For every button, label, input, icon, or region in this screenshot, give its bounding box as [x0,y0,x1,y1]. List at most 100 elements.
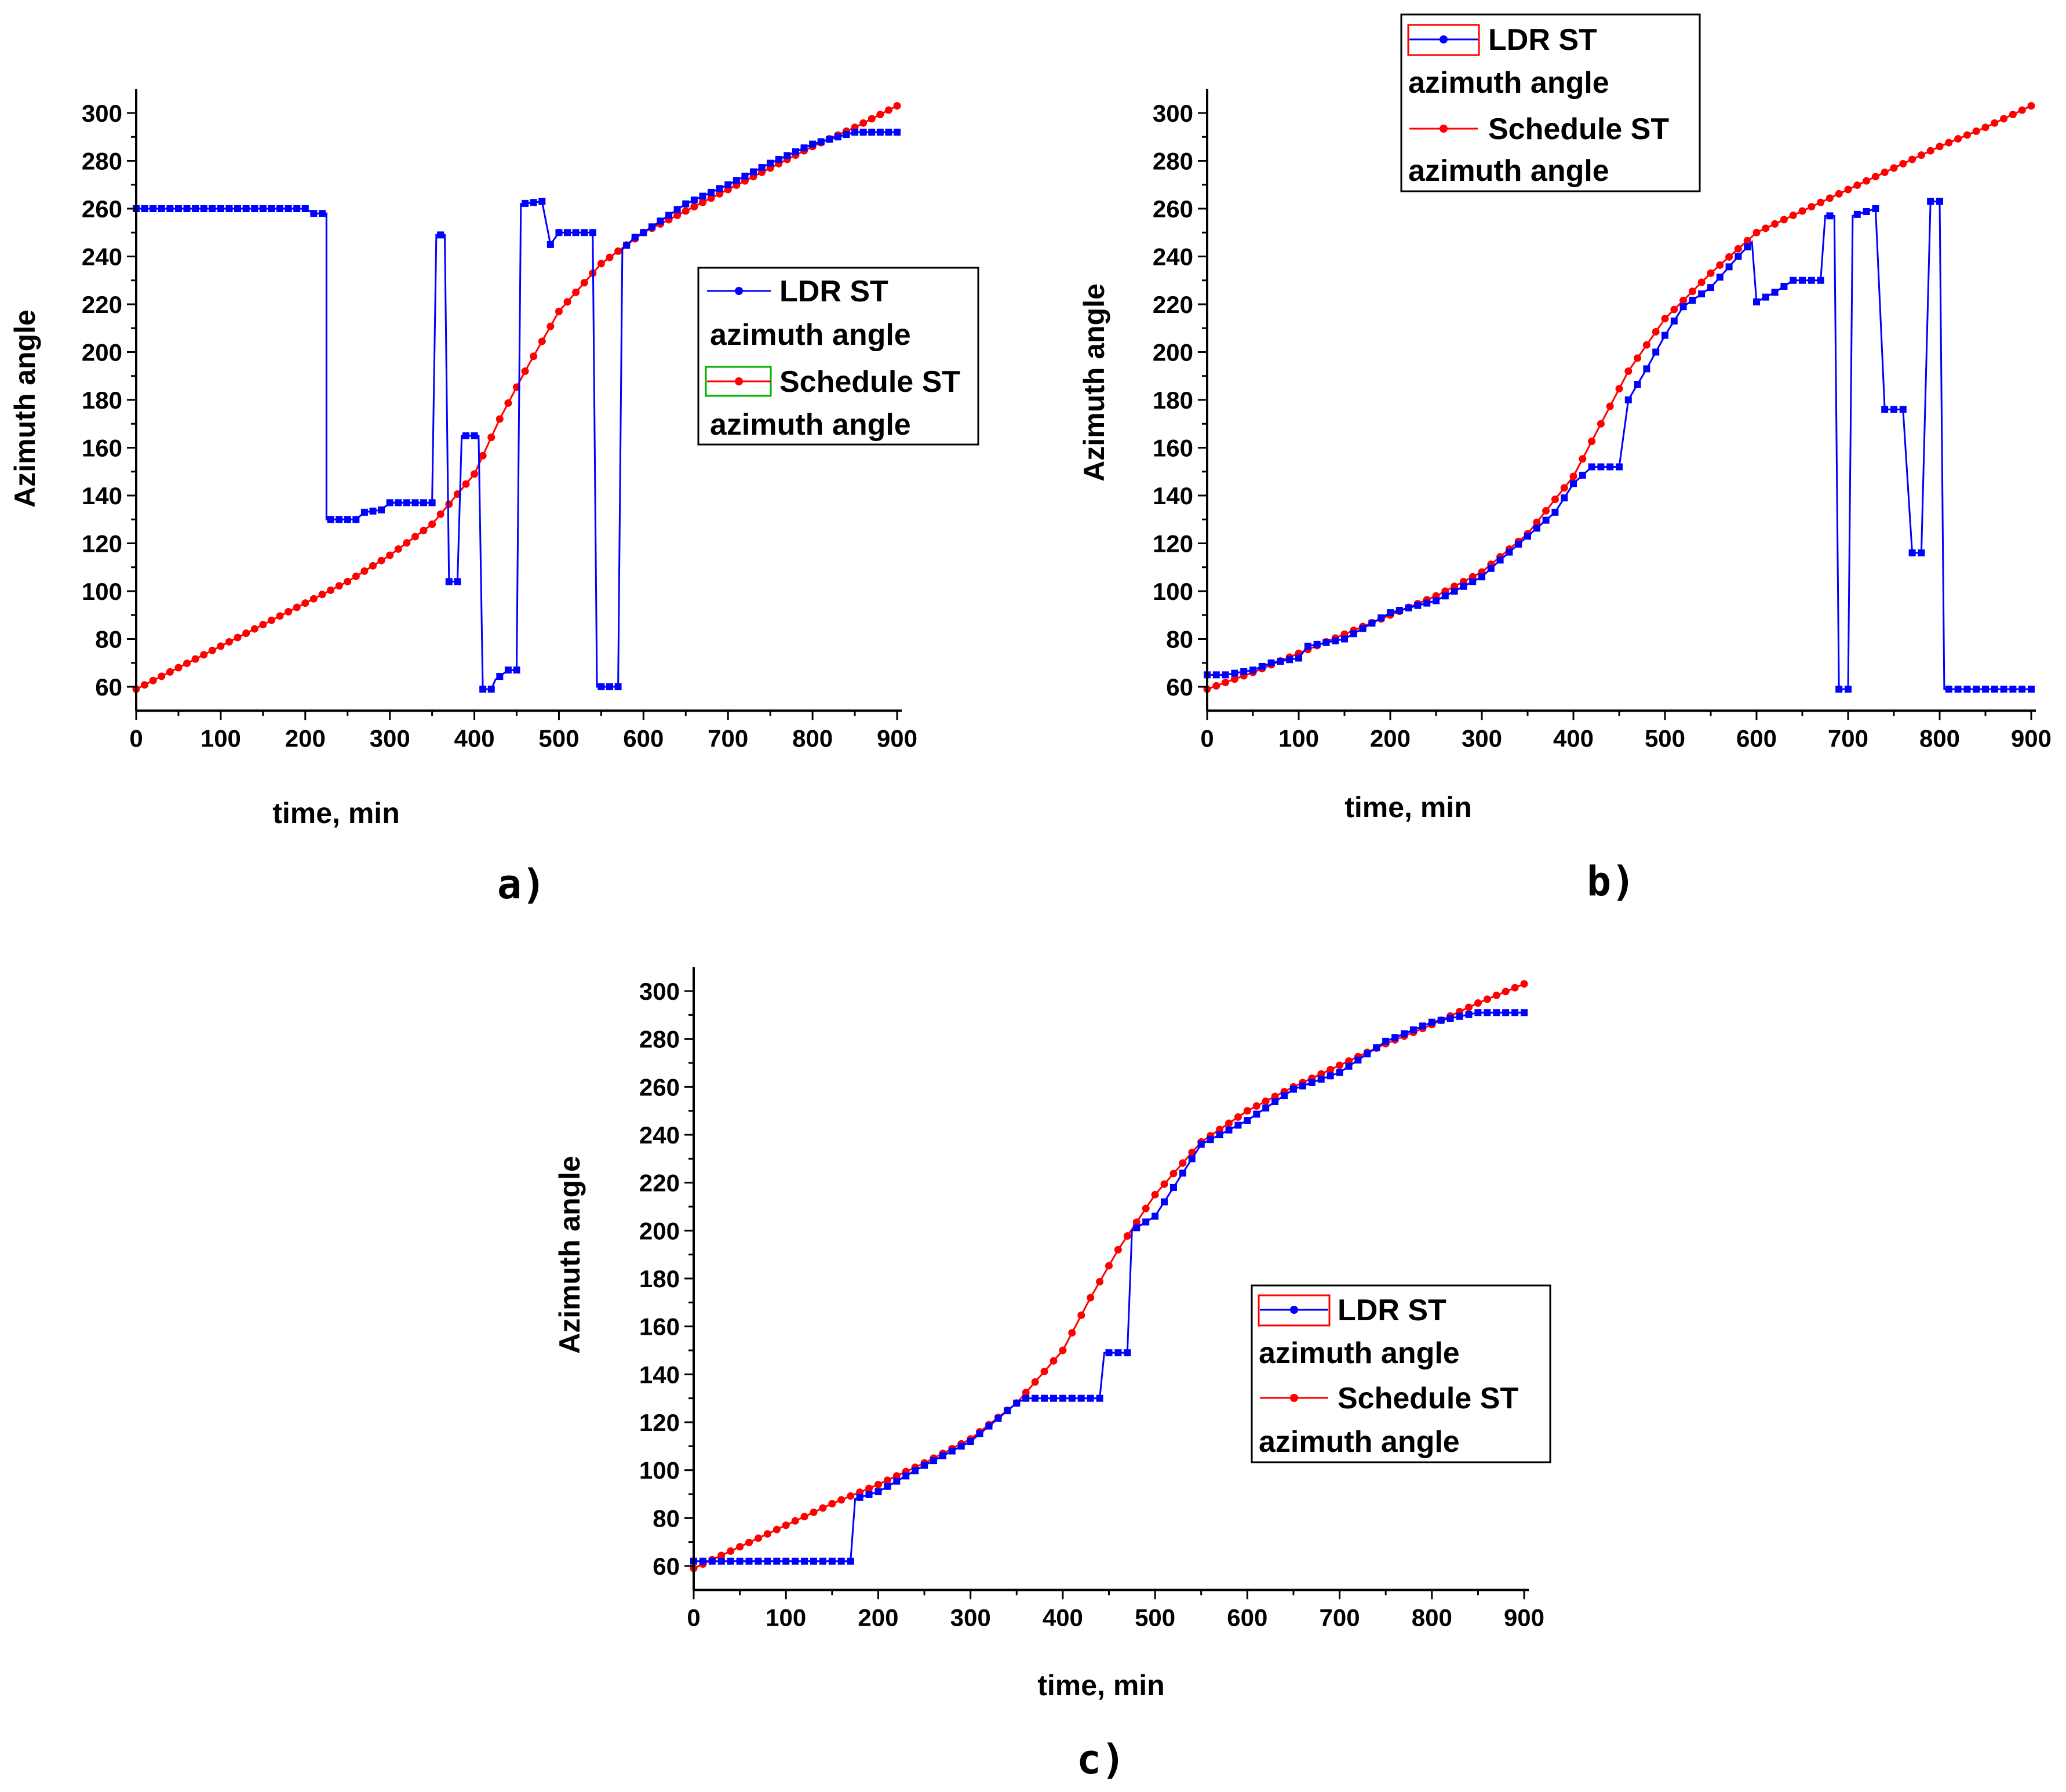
ldr-point-c [801,1557,808,1565]
ldr-point-a [699,192,706,200]
schedule-point-a [521,367,529,375]
panel-c-x-tick-label: 900 [1504,1604,1544,1631]
ldr-point-c [1050,1394,1057,1402]
ldr-point-b [1963,686,1971,693]
ldr-point-a [360,508,368,516]
panel-c-y-tick-label: 60 [653,1553,680,1580]
ldr-point-a [868,129,876,136]
schedule-point-b [1762,224,1770,232]
ldr-point-a [733,177,740,184]
panel-a-y-tick-label: 220 [82,291,122,318]
schedule-point-a [580,279,588,287]
ldr-point-c [727,1557,734,1565]
ldr-point-a [513,666,520,674]
ldr-point-b [1267,659,1275,666]
schedule-point-c [717,1551,726,1560]
schedule-point-b [1588,438,1596,445]
panel-c-plot-marks [690,980,1528,1572]
ldr-point-a [564,229,571,236]
panel-c-x-tick-label: 800 [1412,1604,1452,1631]
schedule-point-a [555,307,563,315]
schedule-point-b [1871,173,1879,181]
ldr-point-b [1368,620,1376,627]
panel-a-legend-box [697,267,979,446]
ldr-point-b [1222,671,1229,679]
ldr-point-c [1216,1131,1223,1138]
panel-c-y-tick-label: 220 [639,1170,680,1197]
schedule-point-a [420,526,428,534]
panel-c-x-axis-title: time, min [1037,1669,1164,1702]
ldr-point-c [1391,1034,1399,1041]
ldr-point-c [893,1477,901,1485]
schedule-point-b [2009,110,2017,118]
ldr-point-b [1835,686,1843,693]
ldr-point-a [411,499,419,507]
chart-panel-c: 0 100 200 300 400 500 600 700 800 900 60 80 100 120 14… [553,967,1551,1783]
ldr-point-c [1068,1394,1076,1402]
ldr-point-b [1561,494,1568,502]
ldr-point-b [1954,686,1962,693]
ldr-point-c [1327,1072,1334,1080]
panel-a-x-tick-label: 900 [877,724,917,752]
schedule-point-b [1569,472,1577,480]
schedule-point-a [698,198,706,206]
schedule-point-b [1725,253,1733,261]
schedule-point-c [1327,1066,1335,1074]
ldr-point-c [1013,1399,1021,1407]
schedule-point-b [2018,106,2026,114]
ldr-point-a [792,148,799,155]
ldr-point-a [276,205,284,212]
panel-c-legend-ldr-marker [1290,1306,1298,1314]
panel-b-y-tick-label: 300 [1153,100,1193,127]
ldr-point-b [1212,671,1220,679]
ldr-point-b [1918,549,1925,556]
schedule-point-b [1597,420,1605,428]
schedule-point-a [301,599,309,607]
ldr-point-b [1698,290,1706,298]
ldr-point-b [1524,533,1531,540]
ldr-point-c [773,1557,781,1565]
schedule-point-a [183,660,191,668]
ldr-point-a [631,234,639,241]
schedule-point-a [276,612,284,620]
ldr-point-a [487,686,495,693]
ldr-point-b [1395,607,1403,614]
ldr-point-c [1299,1082,1306,1090]
panel-b-y-tick-label: 220 [1153,291,1193,318]
panel-b-y-tick-label: 60 [1166,673,1193,701]
ldr-point-c [1105,1349,1113,1357]
ldr-point-a [885,129,892,136]
ldr-point-b [1799,276,1806,284]
schedule-point-c [754,1534,762,1542]
schedule-point-c [1031,1378,1039,1386]
ldr-point-a [192,205,199,212]
panel-b-y-tick-label: 140 [1153,482,1193,509]
schedule-point-c [1179,1159,1187,1167]
ldr-point-b [1478,573,1485,581]
ldr-point-a [166,205,174,212]
ldr-point-a [496,673,504,680]
ldr-point-c [1474,1009,1482,1017]
schedule-point-b [1707,269,1715,277]
ldr-point-a [242,205,250,212]
panel-a-x-tick-label: 300 [370,724,410,752]
schedule-point-b [1230,675,1238,683]
ldr-point-a [209,205,216,212]
ldr-point-a [614,683,622,690]
ldr-point-b [1853,210,1861,218]
schedule-point-a [859,119,868,127]
panel-a-label: a) [497,861,546,908]
ldr-point-a [504,666,512,674]
ldr-point-c [1234,1121,1242,1129]
schedule-point-a [614,247,622,255]
ldr-point-a [378,506,385,513]
schedule-point-b [1743,236,1751,245]
schedule-point-a [682,207,690,215]
schedule-point-b [1734,245,1742,253]
ldr-point-b [1689,297,1696,304]
ldr-point-a [749,168,757,176]
ldr-point-c [1484,1009,1491,1017]
schedule-point-b [1945,139,1953,147]
ldr-point-a [581,229,588,236]
schedule-point-a [487,434,495,442]
